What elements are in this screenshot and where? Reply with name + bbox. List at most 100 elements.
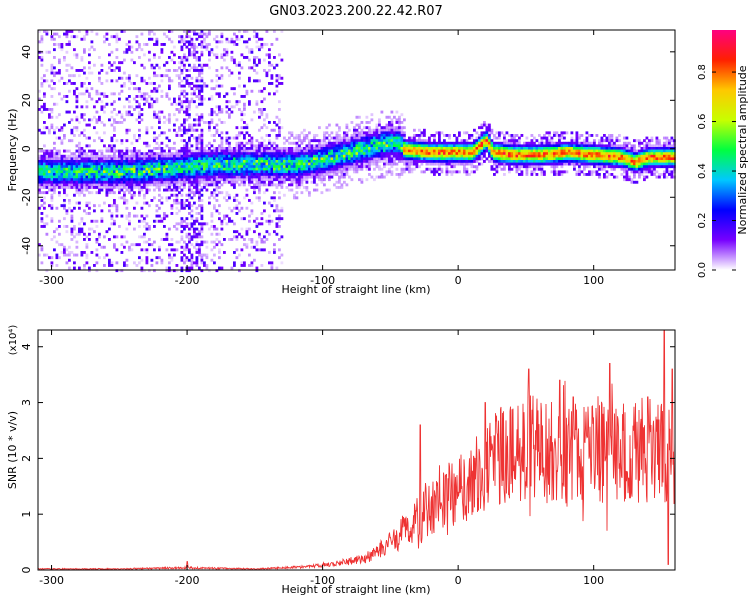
- spectrogram-cell: [428, 144, 431, 148]
- spectrogram-cell: [250, 149, 254, 153]
- spectrogram-cell: [75, 240, 79, 244]
- spectrogram-cell: [250, 240, 254, 244]
- spectrogram-cell: [103, 201, 106, 205]
- spectrogram-cell: [403, 144, 406, 148]
- spectrogram-cell: [95, 269, 99, 273]
- spectrogram-cell: [235, 180, 239, 184]
- spectrogram-cell: [295, 154, 299, 158]
- spectrogram-cell: [205, 178, 209, 182]
- spectrogram-cell: [75, 97, 79, 101]
- spectrogram-cell: [523, 149, 526, 153]
- spectrogram-cell: [235, 100, 239, 104]
- spectrogram-cell: [200, 102, 204, 106]
- spectrogram-cell: [80, 58, 84, 62]
- spectrogram-cell: [43, 225, 46, 228]
- spectrogram-cell: [240, 180, 244, 184]
- spectrogram-cell: [503, 139, 506, 143]
- spectrogram-cell: [513, 165, 516, 169]
- spectrogram-cell: [113, 201, 116, 205]
- spectrogram-cell: [500, 162, 504, 166]
- spectrogram-cell: [233, 149, 236, 153]
- spectrogram-cell: [333, 139, 336, 143]
- spectrogram-cell: [88, 175, 91, 179]
- spectrogram-cell: [58, 157, 61, 161]
- spectrogram-cell: [185, 173, 189, 176]
- spectrogram-cell: [285, 167, 289, 171]
- spectrogram-cell: [355, 170, 359, 174]
- spectrogram-cell: [415, 160, 419, 163]
- spectrogram-cell: [278, 121, 281, 124]
- spectrogram-cell: [385, 126, 389, 130]
- spectrogram-cell: [45, 32, 49, 36]
- spectrogram-cell: [103, 162, 106, 166]
- spectrogram-cell: [298, 186, 301, 189]
- spectrogram-cell: [268, 48, 271, 52]
- spectrogram-cell: [495, 136, 499, 140]
- spectrogram-cell: [58, 160, 61, 163]
- spectrogram-cell: [120, 251, 124, 254]
- spectrogram-cell: [340, 147, 344, 150]
- spectrogram-cell: [428, 157, 431, 161]
- spectrogram-cell: [435, 162, 439, 166]
- spectrogram-cell: [143, 141, 146, 145]
- spectrogram-cell: [185, 118, 189, 122]
- spectrogram-cell: [180, 35, 184, 39]
- spectrogram-cell: [275, 123, 279, 127]
- spectrogram-cell: [40, 191, 44, 195]
- spectrogram-cell: [263, 167, 266, 171]
- spectrogram-cell: [203, 167, 206, 171]
- spectrogram-cell: [485, 126, 489, 130]
- spectrogram-cell: [245, 232, 249, 236]
- spectrogram-cell: [138, 105, 141, 109]
- spectrogram-cell: [195, 206, 199, 210]
- spectrogram-cell: [170, 193, 174, 197]
- spectrogram-cell: [40, 219, 44, 223]
- spectrogram-cell: [95, 32, 99, 36]
- spectrogram-cell: [100, 108, 104, 111]
- spectrogram-cell: [158, 134, 161, 137]
- spectrogram-cell: [160, 238, 164, 241]
- spectrogram-cell: [175, 193, 179, 197]
- spectrogram-cell: [60, 128, 64, 132]
- spectrogram-cell: [65, 225, 69, 228]
- spectrogram-cell: [263, 144, 266, 148]
- spectrogram-cell: [73, 82, 76, 85]
- spectrogram-cell: [200, 128, 204, 132]
- spectrogram-cell: [80, 147, 84, 150]
- spectrogram-cell: [180, 69, 184, 72]
- spectrogram-cell: [278, 175, 281, 179]
- spectrogram-cell: [278, 196, 281, 200]
- spectrogram-cell: [480, 144, 484, 148]
- spectrogram-cell: [90, 175, 94, 179]
- spectrogram-cell: [143, 92, 146, 96]
- spectrogram-cell: [155, 209, 159, 213]
- spectrogram-cell: [280, 154, 284, 158]
- spectrogram-cell: [175, 157, 179, 161]
- spectrogram-cell: [75, 105, 79, 109]
- spectrogram-cell: [45, 157, 49, 161]
- spectrogram-cell: [163, 121, 166, 124]
- spectrogram-cell: [165, 266, 169, 270]
- spectrogram-cell: [243, 261, 246, 265]
- spectrogram-cell: [78, 74, 81, 78]
- spectrogram-cell: [145, 227, 149, 231]
- spectrogram-cell: [415, 144, 419, 148]
- spectrogram-cell: [188, 100, 191, 104]
- spectrogram-cell: [78, 170, 81, 174]
- spectrogram-cell: [363, 152, 366, 156]
- spectrogram-cell: [373, 131, 376, 135]
- spectrogram-cell: [275, 149, 279, 153]
- spectrogram-cell: [438, 134, 441, 137]
- spectrogram-cell: [145, 191, 149, 195]
- spectrogram-cell: [135, 154, 139, 158]
- spectrogram-cell: [193, 56, 196, 59]
- spectrogram-cell: [358, 144, 361, 148]
- spectrogram-cell: [200, 95, 204, 98]
- spectrogram-cell: [145, 222, 149, 226]
- spectrogram-cell: [143, 97, 146, 101]
- spectrogram-cell: [183, 144, 186, 148]
- spectrogram-cell: [68, 40, 71, 44]
- spectrogram-cell: [235, 63, 239, 67]
- spectrogram-cell: [40, 170, 44, 174]
- spectrogram-cell: [260, 167, 264, 171]
